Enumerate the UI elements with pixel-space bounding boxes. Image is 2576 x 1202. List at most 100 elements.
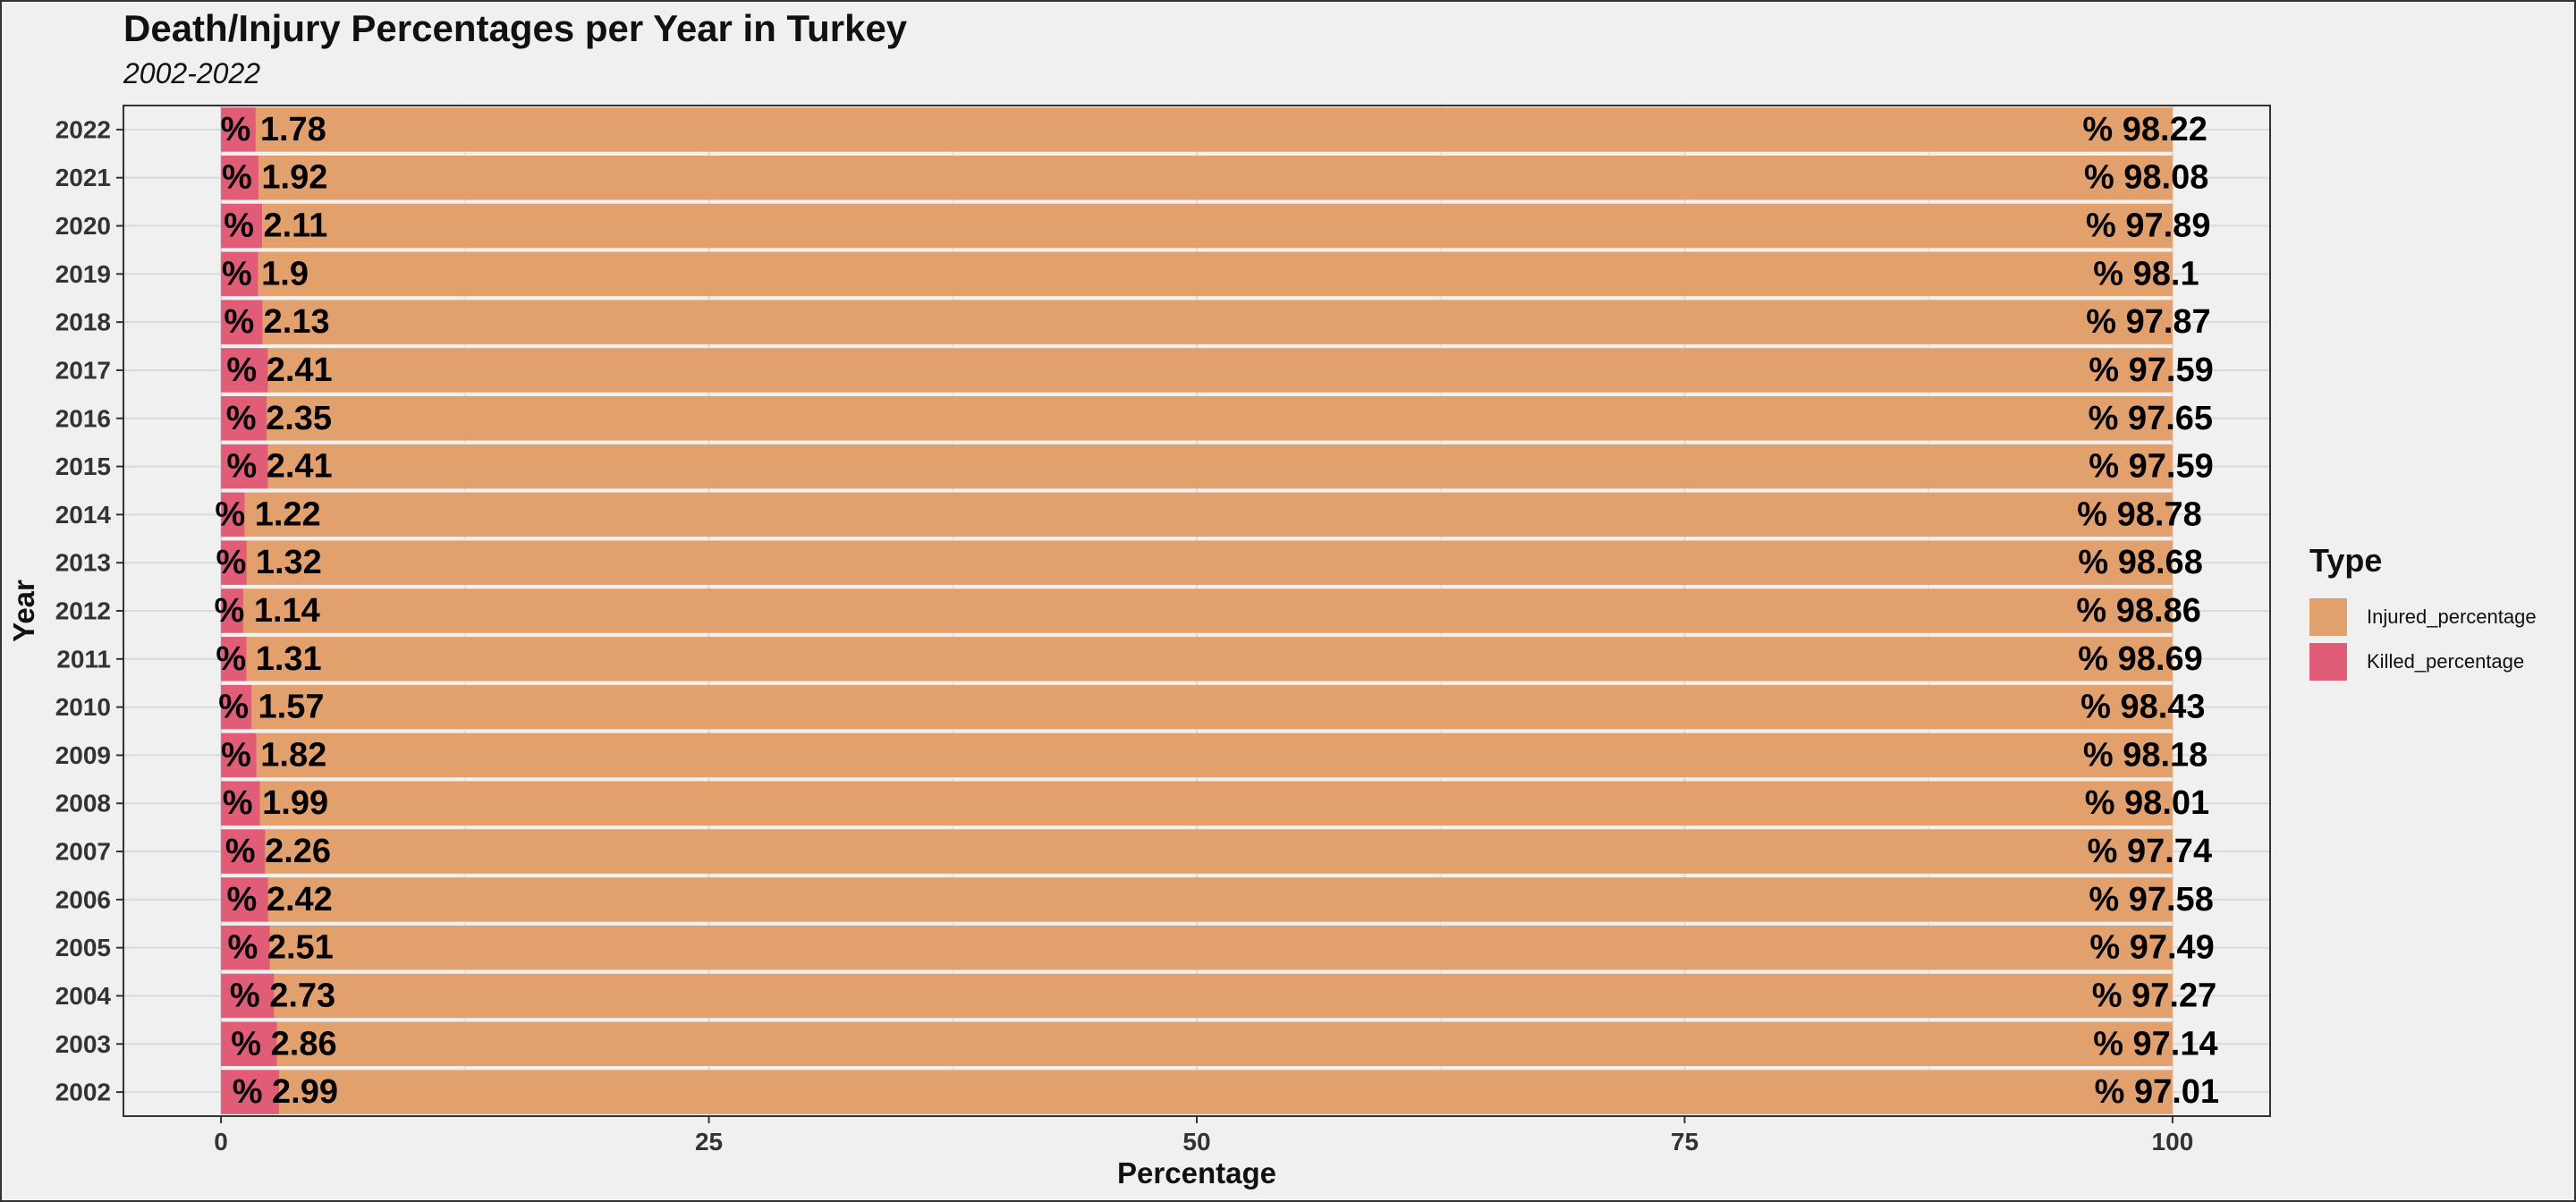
bar-injured — [255, 107, 2173, 152]
y-tick-label: 2012 — [55, 597, 111, 625]
bar-injured — [258, 155, 2173, 200]
bar-injured — [262, 203, 2173, 249]
bar-injured — [242, 588, 2173, 633]
y-tick-label: 2017 — [55, 356, 111, 384]
data-label-injured: % 98.22 — [2082, 111, 2207, 148]
data-label-killed: % 1.92 — [222, 159, 327, 197]
data-label-injured: % 97.27 — [2092, 977, 2216, 1014]
bar-killed — [221, 444, 268, 489]
data-label-injured: % 97.58 — [2089, 881, 2213, 918]
bar-injured — [259, 781, 2173, 825]
bar-injured — [246, 540, 2173, 585]
bar-injured — [267, 396, 2173, 441]
y-axis-title: Year — [7, 580, 40, 642]
bar-killed — [221, 348, 268, 393]
data-label-killed: % 1.22 — [215, 495, 320, 533]
x-axis-title: Percentage — [1117, 1156, 1276, 1189]
data-label-killed: % 2.73 — [230, 977, 335, 1014]
x-tick-label: 0 — [214, 1128, 228, 1155]
data-label-killed: % 1.57 — [218, 689, 324, 726]
bar-killed — [221, 1070, 280, 1114]
data-label-injured: % 98.69 — [2078, 640, 2202, 678]
y-tick-label: 2019 — [55, 260, 111, 288]
y-tick-label: 2021 — [55, 164, 111, 191]
data-label-injured: % 97.01 — [2095, 1073, 2219, 1111]
y-tick-label: 2015 — [55, 453, 111, 480]
data-label-injured: % 97.65 — [2089, 400, 2213, 437]
bar-killed — [221, 637, 247, 681]
data-label-injured: % 97.89 — [2086, 207, 2210, 245]
data-label-killed: % 2.42 — [226, 881, 332, 918]
bar-injured — [269, 925, 2173, 970]
chart-subtitle: 2002-2022 — [123, 57, 261, 89]
y-tick-label: 2002 — [55, 1079, 111, 1106]
bar-killed — [221, 877, 268, 922]
y-tick-label: 2004 — [55, 982, 112, 1010]
bar-killed — [221, 396, 267, 441]
legend-label-killed: Killed_percentage — [2367, 650, 2525, 673]
bar-injured — [279, 1070, 2173, 1114]
bar-killed — [221, 1021, 277, 1067]
data-label-killed: % 2.35 — [226, 400, 332, 437]
data-label-killed: % 2.11 — [224, 207, 327, 245]
legend-key-injured — [2309, 598, 2347, 636]
data-label-injured: % 97.74 — [2088, 833, 2212, 870]
data-label-injured: % 97.87 — [2086, 303, 2210, 341]
legend: Type Injured_percentage Killed_percentag… — [2309, 542, 2537, 687]
bar-killed — [221, 732, 257, 778]
legend-title: Type — [2309, 542, 2383, 579]
x-tick-label: 75 — [1671, 1128, 1699, 1155]
legend-item-killed: Killed_percentage — [2309, 642, 2537, 681]
bar-injured — [265, 829, 2173, 874]
data-label-injured: % 98.01 — [2085, 784, 2209, 822]
data-label-injured: % 98.08 — [2084, 159, 2208, 197]
data-label-injured: % 98.18 — [2083, 736, 2207, 774]
y-tick-label: 2022 — [55, 115, 111, 143]
data-label-killed: % 2.51 — [227, 929, 333, 967]
bar-killed — [221, 684, 252, 730]
data-label-killed: % 2.99 — [233, 1073, 338, 1111]
data-label-killed: % 2.13 — [224, 303, 329, 341]
bar-injured — [256, 732, 2173, 778]
bar-injured — [276, 1021, 2173, 1067]
bar-killed — [221, 588, 243, 633]
x-tick-label: 50 — [1182, 1128, 1210, 1155]
bar-killed — [221, 925, 270, 970]
data-label-killed: % 1.99 — [223, 784, 328, 822]
legend-item-injured: Injured_percentage — [2309, 597, 2537, 637]
bar-killed — [221, 781, 260, 825]
data-label-killed: % 2.26 — [225, 833, 331, 870]
y-tick-label: 2005 — [55, 934, 111, 961]
bar-injured — [244, 492, 2173, 538]
y-tick-label: 2007 — [55, 838, 111, 866]
bar-killed — [221, 973, 275, 1019]
bar-killed — [221, 155, 258, 200]
data-label-killed: % 1.82 — [221, 736, 326, 774]
data-label-injured: % 98.68 — [2078, 544, 2202, 581]
bar-injured — [246, 637, 2173, 681]
bar-injured — [251, 684, 2173, 730]
bar-injured — [267, 348, 2173, 393]
data-label-killed: % 1.78 — [221, 111, 326, 148]
data-label-injured: % 98.43 — [2080, 689, 2205, 726]
data-label-killed: % 1.9 — [222, 255, 309, 292]
y-tick-label: 2016 — [55, 404, 111, 432]
bar-killed — [221, 251, 258, 297]
chart-title: Death/Injury Percentages per Year in Tur… — [123, 7, 908, 49]
y-tick-label: 2011 — [56, 645, 111, 673]
y-tick-label: 2020 — [55, 212, 111, 240]
x-tick-label: 25 — [695, 1128, 723, 1155]
bar-killed — [221, 203, 263, 249]
data-label-injured: % 97.14 — [2093, 1025, 2217, 1062]
y-tick-label: 2006 — [55, 885, 111, 913]
data-label-killed: % 1.31 — [216, 640, 321, 678]
bar-killed — [221, 107, 256, 152]
y-tick-label: 2003 — [55, 1030, 111, 1058]
legend-label-injured: Injured_percentage — [2367, 605, 2537, 628]
data-label-injured: % 97.59 — [2089, 351, 2213, 389]
y-tick-label: 2009 — [55, 741, 111, 769]
bar-killed — [221, 492, 245, 538]
data-label-injured: % 98.86 — [2076, 592, 2200, 630]
